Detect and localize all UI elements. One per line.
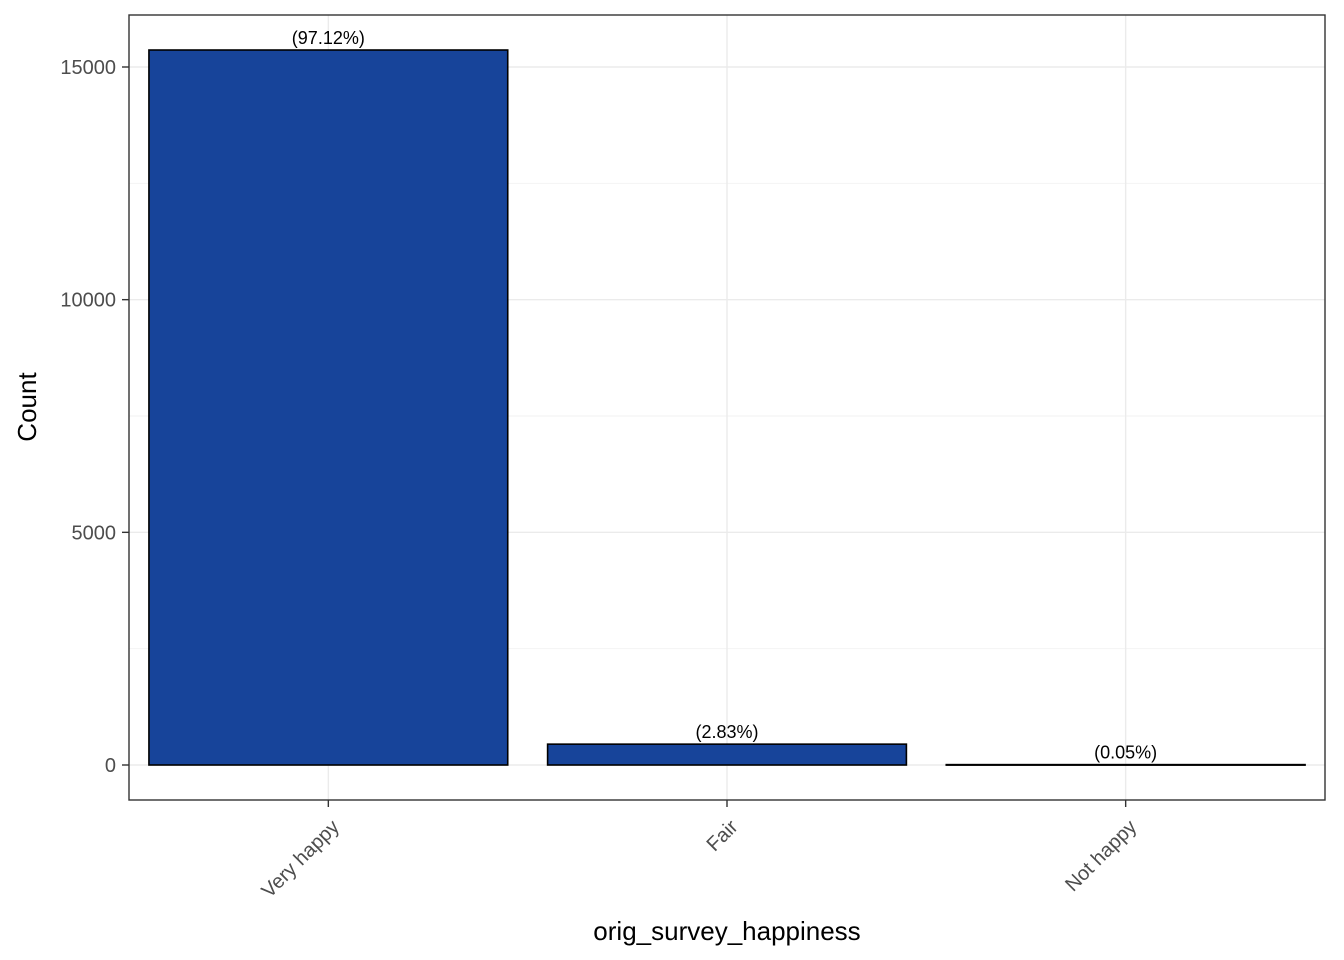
x-tick-label: Very happy	[258, 816, 344, 902]
y-axis-title: Count	[12, 372, 42, 442]
x-axis-title: orig_survey_happiness	[593, 916, 860, 946]
x-tick-label: Not happy	[1061, 816, 1141, 896]
bar-very-happy	[148, 49, 509, 766]
y-axis: 0 5000 10000 15000	[60, 57, 129, 777]
y-tick-label: 0	[105, 755, 116, 777]
data-labels: (97.12%) (2.83%) (0.05%)	[292, 28, 1157, 763]
data-label: (0.05%)	[1094, 743, 1157, 763]
bar-not-happy	[945, 763, 1306, 766]
data-label: (2.83%)	[695, 722, 758, 742]
x-axis: Very happy Fair Not happy	[258, 800, 1141, 902]
y-tick-label: 10000	[60, 290, 116, 312]
bar-fair	[546, 743, 908, 766]
x-tick-label: Fair	[703, 816, 743, 856]
y-tick-label: 5000	[72, 522, 117, 544]
bars	[148, 49, 1306, 766]
y-tick-label: 15000	[60, 57, 116, 79]
data-label: (97.12%)	[292, 28, 365, 48]
